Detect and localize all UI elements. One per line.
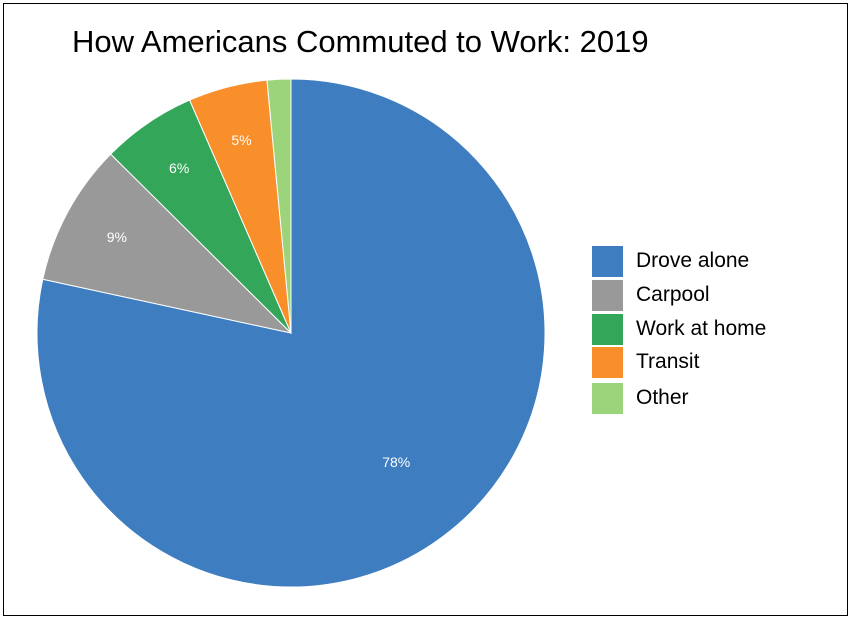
legend-label: Carpool [636, 283, 710, 306]
data-label-work-at-home: 6% [169, 160, 189, 176]
data-label-drove-alone: 78% [382, 454, 410, 470]
legend-label: Other [636, 386, 689, 409]
chart-title: How Americans Commuted to Work: 2019 [72, 24, 649, 59]
legend-swatch [592, 314, 623, 345]
legend-swatch [592, 347, 623, 378]
pie-slice-drove-alone [36, 78, 546, 588]
legend-label: Work at home [636, 317, 767, 340]
pie-slice-carpool [42, 153, 293, 334]
legend-swatch [592, 246, 623, 277]
legend-label: Transit [636, 350, 700, 373]
data-label-transit: 5% [231, 132, 251, 148]
data-label-carpool: 9% [107, 229, 127, 245]
legend-swatch [592, 280, 623, 311]
legend-label: Drove alone [636, 249, 750, 272]
pie-slice-other [266, 78, 292, 334]
legend-swatch [592, 383, 623, 414]
